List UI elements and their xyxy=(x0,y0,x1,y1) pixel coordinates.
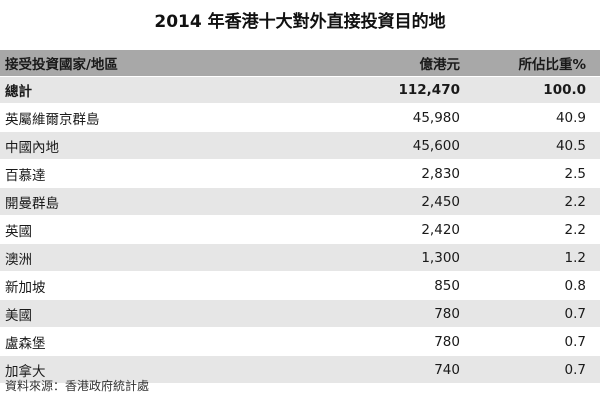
row-destination: 開曼群島 xyxy=(5,195,59,212)
row-value: 2,830 xyxy=(421,165,460,182)
row-value: 2,420 xyxy=(421,221,460,238)
row-share: 2.2 xyxy=(564,221,586,238)
table-row-total: 總計 112,470 100.0 xyxy=(0,77,600,104)
row-value: 1,300 xyxy=(421,249,460,266)
fdi-table: 接受投資國家/地區 億港元 所佔比重% 總計 112,470 100.0 英屬維… xyxy=(0,50,600,384)
row-destination: 美國 xyxy=(5,307,32,324)
total-label: 總計 xyxy=(5,84,32,100)
source-note: 資料來源：香港政府統計處 xyxy=(5,379,150,393)
row-value: 780 xyxy=(434,333,460,350)
table-row: 澳洲 1,300 1.2 xyxy=(0,244,600,272)
table-row: 新加坡 850 0.8 xyxy=(0,272,600,300)
table-row: 百慕達 2,830 2.5 xyxy=(0,160,600,188)
table-row: 美國 780 0.7 xyxy=(0,300,600,328)
row-destination: 澳洲 xyxy=(5,251,32,268)
row-value: 45,600 xyxy=(412,137,460,154)
row-value: 850 xyxy=(434,277,460,294)
row-destination: 百慕達 xyxy=(5,167,46,184)
table-row: 加拿大 740 0.7 xyxy=(0,356,600,384)
row-share: 1.2 xyxy=(564,249,586,266)
row-destination: 盧森堡 xyxy=(5,335,46,352)
row-share: 0.7 xyxy=(564,361,586,378)
row-destination: 加拿大 xyxy=(5,363,46,380)
row-share: 40.9 xyxy=(555,109,586,126)
row-destination: 中國內地 xyxy=(5,139,59,156)
row-destination: 英國 xyxy=(5,223,32,240)
table-row: 開曼群島 2,450 2.2 xyxy=(0,188,600,216)
total-share: 100.0 xyxy=(543,82,586,98)
row-value: 740 xyxy=(434,361,460,378)
row-share: 0.7 xyxy=(564,305,586,322)
row-destination: 英屬維爾京群島 xyxy=(5,111,100,128)
header-value: 億港元 xyxy=(419,57,461,73)
table-row: 中國內地 45,600 40.5 xyxy=(0,132,600,160)
row-share: 0.8 xyxy=(564,277,586,294)
row-share: 2.2 xyxy=(564,193,586,210)
table-row: 盧森堡 780 0.7 xyxy=(0,328,600,356)
row-share: 40.5 xyxy=(555,137,586,154)
table-row: 英屬維爾京群島 45,980 40.9 xyxy=(0,104,600,132)
row-value: 2,450 xyxy=(421,193,460,210)
total-value: 112,470 xyxy=(398,82,461,98)
row-value: 45,980 xyxy=(412,109,460,126)
row-share: 2.5 xyxy=(564,165,586,182)
table-row: 英國 2,420 2.2 xyxy=(0,216,600,244)
row-value: 780 xyxy=(434,305,460,322)
row-share: 0.7 xyxy=(564,333,586,350)
header-share: 所佔比重% xyxy=(518,57,586,73)
header-destination: 接受投資國家/地區 xyxy=(5,57,118,73)
table-title: 2014 年香港十大對外直接投資目的地 xyxy=(154,12,446,32)
table-header-row: 接受投資國家/地區 億港元 所佔比重% xyxy=(0,50,600,77)
row-destination: 新加坡 xyxy=(5,279,46,296)
